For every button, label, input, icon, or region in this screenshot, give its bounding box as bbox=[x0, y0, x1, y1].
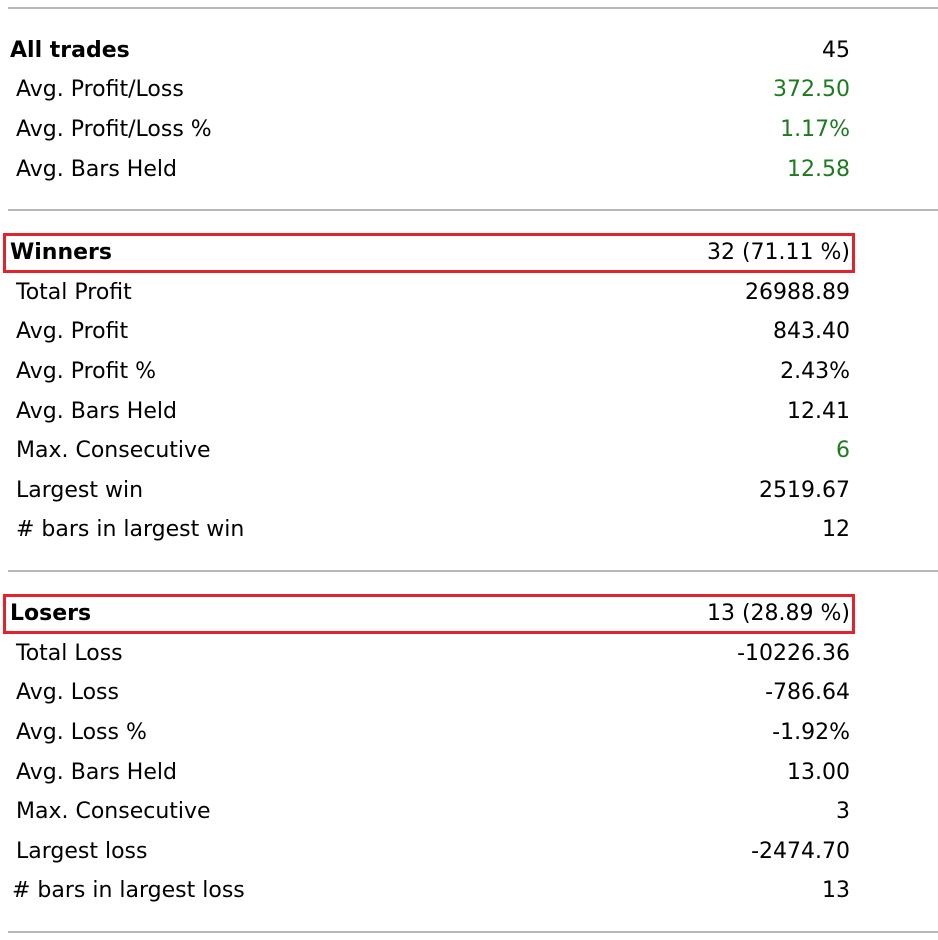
losers-header: Losers 13 (28.89 %) bbox=[10, 595, 850, 633]
stat-label: Avg. Bars Held bbox=[16, 760, 177, 785]
stat-row: Largest win 2519.67 bbox=[10, 472, 850, 510]
losers-highlight-box bbox=[3, 594, 855, 634]
stat-label: Max. Consecutive bbox=[16, 438, 211, 463]
all-trades-count: 45 bbox=[822, 38, 850, 63]
stat-value: -2474.70 bbox=[751, 839, 850, 864]
all-trades-label: All trades bbox=[10, 38, 130, 63]
stat-value: 12.41 bbox=[787, 399, 850, 424]
stat-value: 372.50 bbox=[773, 77, 850, 102]
losers-count: 13 (28.89 %) bbox=[706, 601, 850, 626]
section-divider bbox=[8, 570, 938, 572]
stat-label: Avg. Bars Held bbox=[16, 399, 177, 424]
winners-highlight-box bbox=[3, 233, 855, 273]
stat-row: Total Loss -10226.36 bbox=[10, 635, 850, 673]
stat-row: Largest loss -2474.70 bbox=[10, 833, 850, 871]
stat-row: Avg. Bars Held 12.58 bbox=[10, 151, 850, 189]
stat-label: Largest win bbox=[16, 478, 144, 503]
stat-label: Avg. Profit/Loss % bbox=[16, 117, 212, 142]
stat-label: # bars in largest win bbox=[16, 517, 245, 542]
all-trades-header: All trades 45 bbox=[10, 32, 850, 70]
stat-label: Avg. Profit % bbox=[16, 359, 157, 384]
stat-value: 13 bbox=[822, 878, 850, 903]
stat-label: Avg. Bars Held bbox=[16, 157, 177, 182]
stat-value: 3 bbox=[836, 799, 850, 824]
stat-row: # bars in largest loss 13 bbox=[10, 872, 850, 910]
stat-value: -10226.36 bbox=[737, 641, 850, 666]
stat-label: # bars in largest loss bbox=[12, 878, 245, 903]
stat-row: Avg. Profit 843.40 bbox=[10, 313, 850, 351]
stat-row: Avg. Profit % 2.43% bbox=[10, 353, 850, 391]
stat-label: Avg. Loss bbox=[16, 680, 119, 705]
stat-value: 12.58 bbox=[787, 157, 850, 182]
stat-label: Largest loss bbox=[16, 839, 148, 864]
stat-value: 2519.67 bbox=[759, 478, 850, 503]
stat-row: Avg. Profit/Loss 372.50 bbox=[10, 71, 850, 109]
stat-row: Avg. Loss % -1.92% bbox=[10, 714, 850, 752]
stat-value: 1.17% bbox=[780, 117, 850, 142]
stat-label: Avg. Loss % bbox=[16, 720, 147, 745]
winners-label: Winners bbox=[10, 240, 112, 265]
stat-value: 26988.89 bbox=[745, 280, 850, 305]
stat-value: -1.92% bbox=[772, 720, 850, 745]
stat-row: Avg. Loss -786.64 bbox=[10, 674, 850, 712]
stat-label: Avg. Profit/Loss bbox=[16, 77, 184, 102]
stat-value: -786.64 bbox=[765, 680, 850, 705]
section-divider bbox=[8, 931, 938, 933]
stat-value: 843.40 bbox=[773, 319, 850, 344]
stat-label: Total Profit bbox=[16, 280, 132, 305]
stat-label: Avg. Profit bbox=[16, 319, 129, 344]
stat-row: Avg. Profit/Loss % 1.17% bbox=[10, 111, 850, 149]
stat-row: Max. Consecutive 6 bbox=[10, 432, 850, 470]
stat-row: Max. Consecutive 3 bbox=[10, 793, 850, 831]
losers-label: Losers bbox=[10, 601, 92, 626]
section-divider bbox=[8, 209, 938, 211]
stat-row: # bars in largest win 12 bbox=[10, 511, 850, 549]
stat-label: Max. Consecutive bbox=[16, 799, 211, 824]
stat-value: 12 bbox=[822, 517, 850, 542]
stat-value: 2.43% bbox=[780, 359, 850, 384]
stat-value: 13.00 bbox=[787, 760, 850, 785]
stat-value: 6 bbox=[836, 438, 850, 463]
stat-row: Avg. Bars Held 12.41 bbox=[10, 393, 850, 431]
section-divider bbox=[8, 7, 938, 9]
winners-count: 32 (71.11 %) bbox=[706, 240, 850, 265]
stat-row: Avg. Bars Held 13.00 bbox=[10, 754, 850, 792]
stat-label: Total Loss bbox=[16, 641, 123, 666]
stat-row: Total Profit 26988.89 bbox=[10, 274, 850, 312]
winners-header: Winners 32 (71.11 %) bbox=[10, 234, 850, 272]
